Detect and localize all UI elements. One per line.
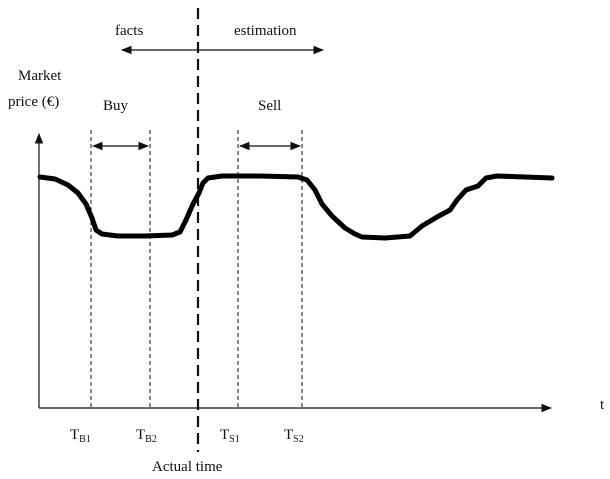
tick-label-ts1: TS1: [220, 427, 240, 445]
x-axis-label: t: [600, 397, 605, 413]
tick-label-ts2: TS2: [284, 427, 304, 445]
y-axis-label-line2: price (€): [8, 94, 59, 110]
market-price-curve: [37, 173, 555, 241]
sell-label: Sell: [258, 98, 281, 114]
estimation-label: estimation: [234, 23, 297, 39]
tick-label-tb1: TB1: [70, 427, 91, 445]
buy-label: Buy: [103, 98, 129, 114]
tick-label-tb2: TB2: [136, 427, 157, 445]
y-axis-label-line1: Market: [18, 68, 62, 84]
facts-label: facts: [115, 23, 143, 39]
actual-time-label: Actual time: [152, 459, 223, 475]
